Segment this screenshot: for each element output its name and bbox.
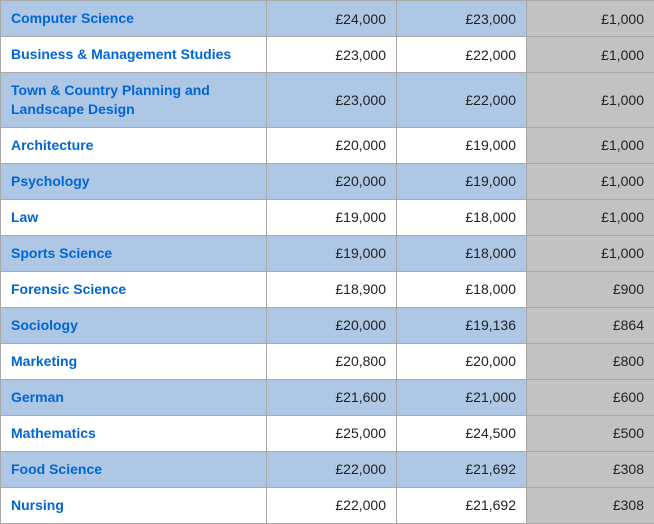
table-row: Sports Science£19,000£18,000£1,000 [1, 235, 654, 271]
value-2: £21,692 [397, 487, 527, 523]
table-row: Psychology£20,000£19,000£1,000 [1, 163, 654, 199]
subject-link[interactable]: Food Science [1, 451, 267, 487]
subject-link[interactable]: Sociology [1, 307, 267, 343]
value-1: £23,000 [267, 37, 397, 73]
difference: £864 [527, 307, 654, 343]
table-row: German£21,600£21,000£600 [1, 379, 654, 415]
subject-link[interactable]: German [1, 379, 267, 415]
value-1: £23,000 [267, 73, 397, 128]
value-2: £21,692 [397, 451, 527, 487]
difference: £1,000 [527, 37, 654, 73]
difference: £1,000 [527, 73, 654, 128]
table-row: Mathematics£25,000£24,500£500 [1, 415, 654, 451]
table-row: Town & Country Planning and Landscape De… [1, 73, 654, 128]
subject-link[interactable]: Forensic Science [1, 271, 267, 307]
value-1: £22,000 [267, 451, 397, 487]
table-row: Business & Management Studies£23,000£22,… [1, 37, 654, 73]
value-1: £20,000 [267, 307, 397, 343]
value-2: £19,000 [397, 163, 527, 199]
value-1: £22,000 [267, 487, 397, 523]
table-row: Marketing£20,800£20,000£800 [1, 343, 654, 379]
salary-table-body: Computer Science£24,000£23,000£1,000Busi… [1, 1, 654, 524]
value-2: £22,000 [397, 37, 527, 73]
difference: £800 [527, 343, 654, 379]
difference: £600 [527, 379, 654, 415]
difference: £1,000 [527, 127, 654, 163]
difference: £308 [527, 451, 654, 487]
subject-link[interactable]: Nursing [1, 487, 267, 523]
value-1: £25,000 [267, 415, 397, 451]
value-2: £21,000 [397, 379, 527, 415]
subject-link[interactable]: Mathematics [1, 415, 267, 451]
value-1: £24,000 [267, 1, 397, 37]
value-2: £22,000 [397, 73, 527, 128]
value-1: £18,900 [267, 271, 397, 307]
table-row: Law£19,000£18,000£1,000 [1, 199, 654, 235]
difference: £1,000 [527, 199, 654, 235]
value-1: £20,000 [267, 163, 397, 199]
difference: £308 [527, 487, 654, 523]
value-1: £19,000 [267, 235, 397, 271]
subject-link[interactable]: Architecture [1, 127, 267, 163]
table-row: Forensic Science£18,900£18,000£900 [1, 271, 654, 307]
table-row: Sociology£20,000£19,136£864 [1, 307, 654, 343]
value-2: £19,000 [397, 127, 527, 163]
value-1: £20,800 [267, 343, 397, 379]
value-2: £18,000 [397, 271, 527, 307]
value-2: £20,000 [397, 343, 527, 379]
subject-link[interactable]: Psychology [1, 163, 267, 199]
subject-link[interactable]: Marketing [1, 343, 267, 379]
difference: £1,000 [527, 163, 654, 199]
subject-link[interactable]: Computer Science [1, 1, 267, 37]
salary-table: Computer Science£24,000£23,000£1,000Busi… [0, 0, 654, 524]
value-2: £18,000 [397, 199, 527, 235]
table-row: Computer Science£24,000£23,000£1,000 [1, 1, 654, 37]
value-1: £19,000 [267, 199, 397, 235]
table-row: Architecture£20,000£19,000£1,000 [1, 127, 654, 163]
difference: £1,000 [527, 235, 654, 271]
subject-link[interactable]: Law [1, 199, 267, 235]
value-2: £19,136 [397, 307, 527, 343]
difference: £500 [527, 415, 654, 451]
subject-link[interactable]: Sports Science [1, 235, 267, 271]
value-1: £21,600 [267, 379, 397, 415]
subject-link[interactable]: Business & Management Studies [1, 37, 267, 73]
difference: £900 [527, 271, 654, 307]
table-row: Food Science£22,000£21,692£308 [1, 451, 654, 487]
value-1: £20,000 [267, 127, 397, 163]
value-2: £18,000 [397, 235, 527, 271]
salary-table-container: Computer Science£24,000£23,000£1,000Busi… [0, 0, 654, 524]
difference: £1,000 [527, 1, 654, 37]
value-2: £23,000 [397, 1, 527, 37]
value-2: £24,500 [397, 415, 527, 451]
subject-link[interactable]: Town & Country Planning and Landscape De… [1, 73, 267, 128]
table-row: Nursing£22,000£21,692£308 [1, 487, 654, 523]
